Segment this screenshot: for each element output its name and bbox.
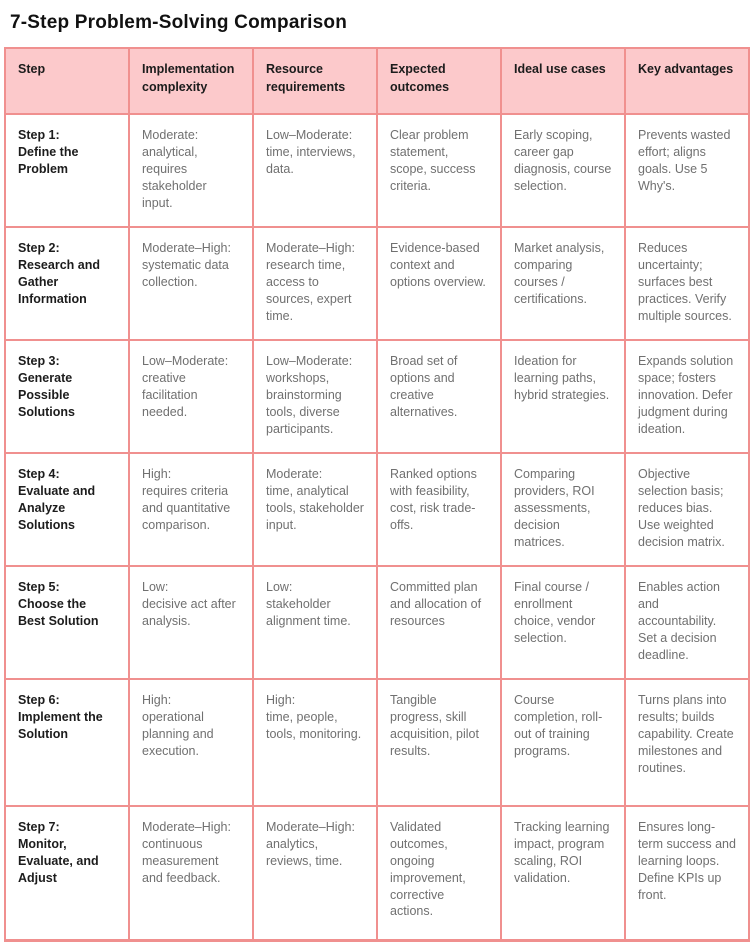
step-cell: Step 4: Evaluate and Analyze Solutions <box>4 452 130 567</box>
resources-cell: High: time, people, tools, monitoring. <box>252 678 378 807</box>
resources-cell: Moderate–High: analytics, reviews, time. <box>252 805 378 941</box>
advantages-cell: Prevents wasted effort; aligns goals. Us… <box>624 113 750 228</box>
column-header-key-advantages: Key advantages <box>624 47 750 115</box>
column-header-expected-outcomes: Expected outcomes <box>376 47 502 115</box>
page-title: 7-Step Problem-Solving Comparison <box>10 12 348 33</box>
table-row: Step 1: Define the Problem Moderate: ana… <box>4 113 750 228</box>
step-cell: Step 7: Monitor, Evaluate, and Adjust <box>4 805 130 941</box>
complexity-cell: Moderate: analytical, requires stakehold… <box>128 113 254 228</box>
complexity-cell: Moderate–High: systematic data collectio… <box>128 226 254 341</box>
use-cases-cell: Early scoping, career gap diagnosis, cou… <box>500 113 626 228</box>
complexity-cell: Low–Moderate: creative facilitation need… <box>128 339 254 454</box>
advantages-cell: Expands solution space; fosters innovati… <box>624 339 750 454</box>
advantages-cell: Objective selection basis; reduces bias.… <box>624 452 750 567</box>
outcomes-cell: Committed plan and allocation of resourc… <box>376 565 502 680</box>
step-cell: Step 6: Implement the Solution <box>4 678 130 807</box>
outcomes-cell: Ranked options with feasibility, cost, r… <box>376 452 502 567</box>
outcomes-cell: Evidence-based context and options overv… <box>376 226 502 341</box>
column-header-implementation-complexity: Implementation complexity <box>128 47 254 115</box>
complexity-cell: High: operational planning and execution… <box>128 678 254 807</box>
column-header-ideal-use-cases: Ideal use cases <box>500 47 626 115</box>
outcomes-cell: Broad set of options and creative altern… <box>376 339 502 454</box>
resources-cell: Low–Moderate: time, interviews, data. <box>252 113 378 228</box>
advantages-cell: Reduces uncertainty; surfaces best pract… <box>624 226 750 341</box>
use-cases-cell: Tracking learning impact, program scalin… <box>500 805 626 941</box>
step-cell: Step 3: Generate Possible Solutions <box>4 339 130 454</box>
outcomes-cell: Tangible progress, skill acquisition, pi… <box>376 678 502 807</box>
table-row: Step 6: Implement the Solution High: ope… <box>4 678 750 807</box>
table-row: Step 7: Monitor, Evaluate, and Adjust Mo… <box>4 805 750 941</box>
comparison-table: Step Implementation complexity Resource … <box>4 47 750 942</box>
table-row: Step 4: Evaluate and Analyze Solutions H… <box>4 452 750 567</box>
use-cases-cell: Comparing providers, ROI assessments, de… <box>500 452 626 567</box>
use-cases-cell: Final course / enrollment choice, vendor… <box>500 565 626 680</box>
outcomes-cell: Validated outcomes, ongoing improvement,… <box>376 805 502 941</box>
complexity-cell: High: requires criteria and quantitative… <box>128 452 254 567</box>
complexity-cell: Low: decisive act after analysis. <box>128 565 254 680</box>
resources-cell: Moderate: time, analytical tools, stakeh… <box>252 452 378 567</box>
advantages-cell: Turns plans into results; builds capabil… <box>624 678 750 807</box>
use-cases-cell: Ideation for learning paths, hybrid stra… <box>500 339 626 454</box>
advantages-cell: Ensures long-term success and learning l… <box>624 805 750 941</box>
column-header-resource-requirements: Resource requirements <box>252 47 378 115</box>
use-cases-cell: Market analysis, comparing courses / cer… <box>500 226 626 341</box>
resources-cell: Low: stakeholder alignment time. <box>252 565 378 680</box>
table-row: Step 5: Choose the Best Solution Low: de… <box>4 565 750 680</box>
step-cell: Step 5: Choose the Best Solution <box>4 565 130 680</box>
resources-cell: Moderate–High: research time, access to … <box>252 226 378 341</box>
use-cases-cell: Course completion, roll-out of training … <box>500 678 626 807</box>
column-header-step: Step <box>4 47 130 115</box>
complexity-cell: Moderate–High: continuous measurement an… <box>128 805 254 941</box>
resources-cell: Low–Moderate: workshops, brainstorming t… <box>252 339 378 454</box>
table-row: Step 3: Generate Possible Solutions Low–… <box>4 339 750 454</box>
outcomes-cell: Clear problem statement, scope, success … <box>376 113 502 228</box>
step-cell: Step 2: Research and Gather Information <box>4 226 130 341</box>
header-row: Step Implementation complexity Resource … <box>4 47 750 115</box>
table-row: Step 2: Research and Gather Information … <box>4 226 750 341</box>
step-cell: Step 1: Define the Problem <box>4 113 130 228</box>
advantages-cell: Enables action and accountability. Set a… <box>624 565 750 680</box>
